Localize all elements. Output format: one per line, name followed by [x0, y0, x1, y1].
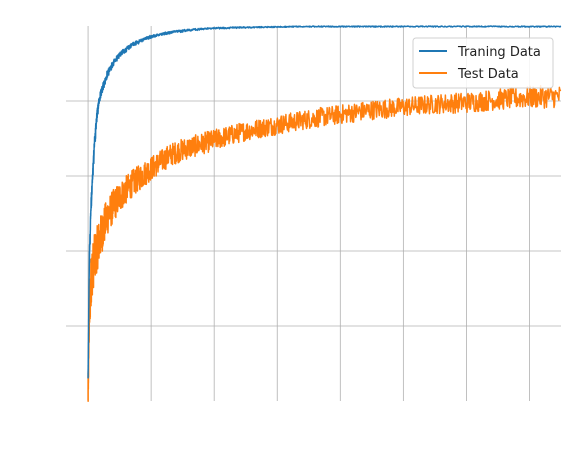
legend-label: Traning Data [457, 45, 541, 60]
series-lines [87, 25, 562, 402]
legend-box [412, 37, 554, 89]
training-data-line [87, 25, 562, 379]
test-data-line [87, 85, 562, 402]
legend: Traning Data Test Data [412, 37, 554, 89]
legend-label: Test Data [457, 67, 519, 82]
